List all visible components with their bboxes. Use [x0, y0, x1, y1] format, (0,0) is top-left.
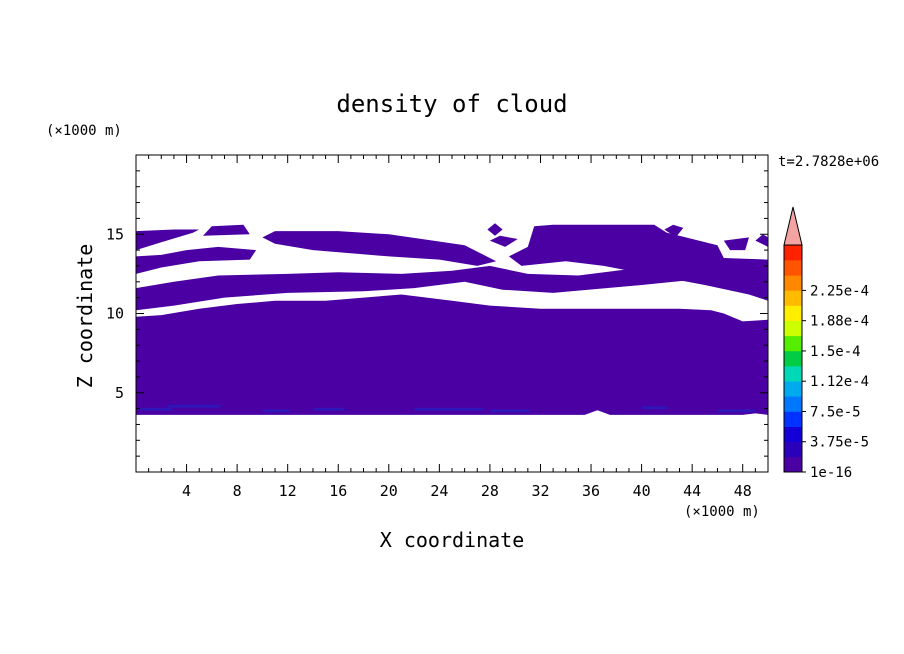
colorbar-segment-2: [784, 426, 802, 443]
y-tick-label-10: 10: [106, 305, 124, 323]
cloud-region-3: [136, 229, 200, 251]
colorbar-segment-1: [784, 441, 802, 458]
x-tick-label-16: 16: [329, 482, 347, 500]
dense-streak-4: [414, 407, 484, 411]
dense-streaks: [139, 404, 756, 413]
cloud-region-2: [136, 246, 257, 274]
x-tick-label-20: 20: [380, 482, 398, 500]
colorbar: 1e-16 3.75e-5 7.5e-5 1.12e-4 1.5e-4 1.88e-4 2.…: [783, 206, 869, 481]
cloud-field: [136, 223, 768, 415]
colorbar-segment-11: [784, 290, 802, 306]
y-tick-label-15: 15: [106, 225, 124, 243]
x-tick-label-40: 40: [633, 482, 651, 500]
dense-streak-6: [641, 406, 667, 410]
colorbar-segment-12: [784, 275, 802, 291]
colorbar-segment-6: [784, 366, 802, 382]
cloud-region-7: [487, 223, 503, 236]
chart-title: density of cloud: [336, 90, 567, 118]
y-tick-label-5: 5: [115, 384, 124, 402]
x-tick-label-32: 32: [531, 482, 549, 500]
cloud-region-0: [136, 294, 768, 415]
x-tick-label-44: 44: [683, 482, 701, 500]
colorbar-segment-0: [784, 456, 802, 473]
time-label: t=2.7828e+06: [778, 154, 879, 170]
colorbar-label-1: 3.75e-5: [810, 435, 869, 451]
colorbar-segment-3: [784, 411, 802, 427]
colorbar-segment-8: [784, 335, 802, 352]
x-axis: 4 8 12 16 20 24 28 32 36 40 44 48: [148, 155, 756, 500]
cloud-region-6: [508, 224, 768, 301]
x-tick-label-4: 4: [182, 482, 191, 500]
x-tick-label-28: 28: [481, 482, 499, 500]
y-axis: 5 10 15: [106, 170, 768, 457]
cloud-region-11: [664, 224, 684, 238]
x-tick-label-12: 12: [279, 482, 297, 500]
y-axis-label: Z coordinate: [73, 244, 97, 389]
cloud-region-9: [723, 237, 749, 251]
colorbar-label-0: 1e-16: [810, 465, 852, 481]
x-axis-label: X coordinate: [380, 528, 525, 552]
dense-streak-1: [167, 404, 221, 408]
x-tick-label-8: 8: [233, 482, 242, 500]
colorbar-label-2: 7.5e-5: [810, 404, 861, 420]
colorbar-segment-5: [784, 381, 802, 397]
colorbar-label-6: 2.25e-4: [810, 283, 869, 299]
colorbar-label-4: 1.5e-4: [810, 344, 861, 360]
dense-streak-2: [262, 409, 291, 413]
colorbar-segment-14: [784, 245, 802, 261]
x-tick-label-24: 24: [430, 482, 448, 500]
x-axis-unit: (×1000 m): [684, 504, 760, 520]
dense-streak-0: [139, 407, 173, 411]
cloud-region-5: [262, 231, 497, 266]
cloud-region-1: [136, 265, 768, 311]
y-axis-unit: (×1000 m): [46, 123, 122, 139]
colorbar-segment-4: [784, 396, 802, 412]
colorbar-segment-7: [784, 350, 802, 367]
colorbar-extend-arrow: [783, 206, 803, 246]
x-tick-label-48: 48: [734, 482, 752, 500]
cloud-region-8: [489, 235, 518, 247]
cloud-region-4: [203, 224, 250, 236]
colorbar-segment-10: [784, 305, 802, 321]
dense-streak-5: [489, 409, 531, 413]
dense-streak-3: [312, 407, 345, 411]
colorbar-segment-13: [784, 260, 802, 276]
colorbar-label-3: 1.12e-4: [810, 374, 869, 390]
dense-streak-7: [717, 409, 756, 413]
x-tick-label-36: 36: [582, 482, 600, 500]
cloud-region-10: [755, 234, 768, 247]
colorbar-segment-9: [784, 320, 802, 337]
colorbar-label-5: 1.88e-4: [810, 314, 869, 330]
